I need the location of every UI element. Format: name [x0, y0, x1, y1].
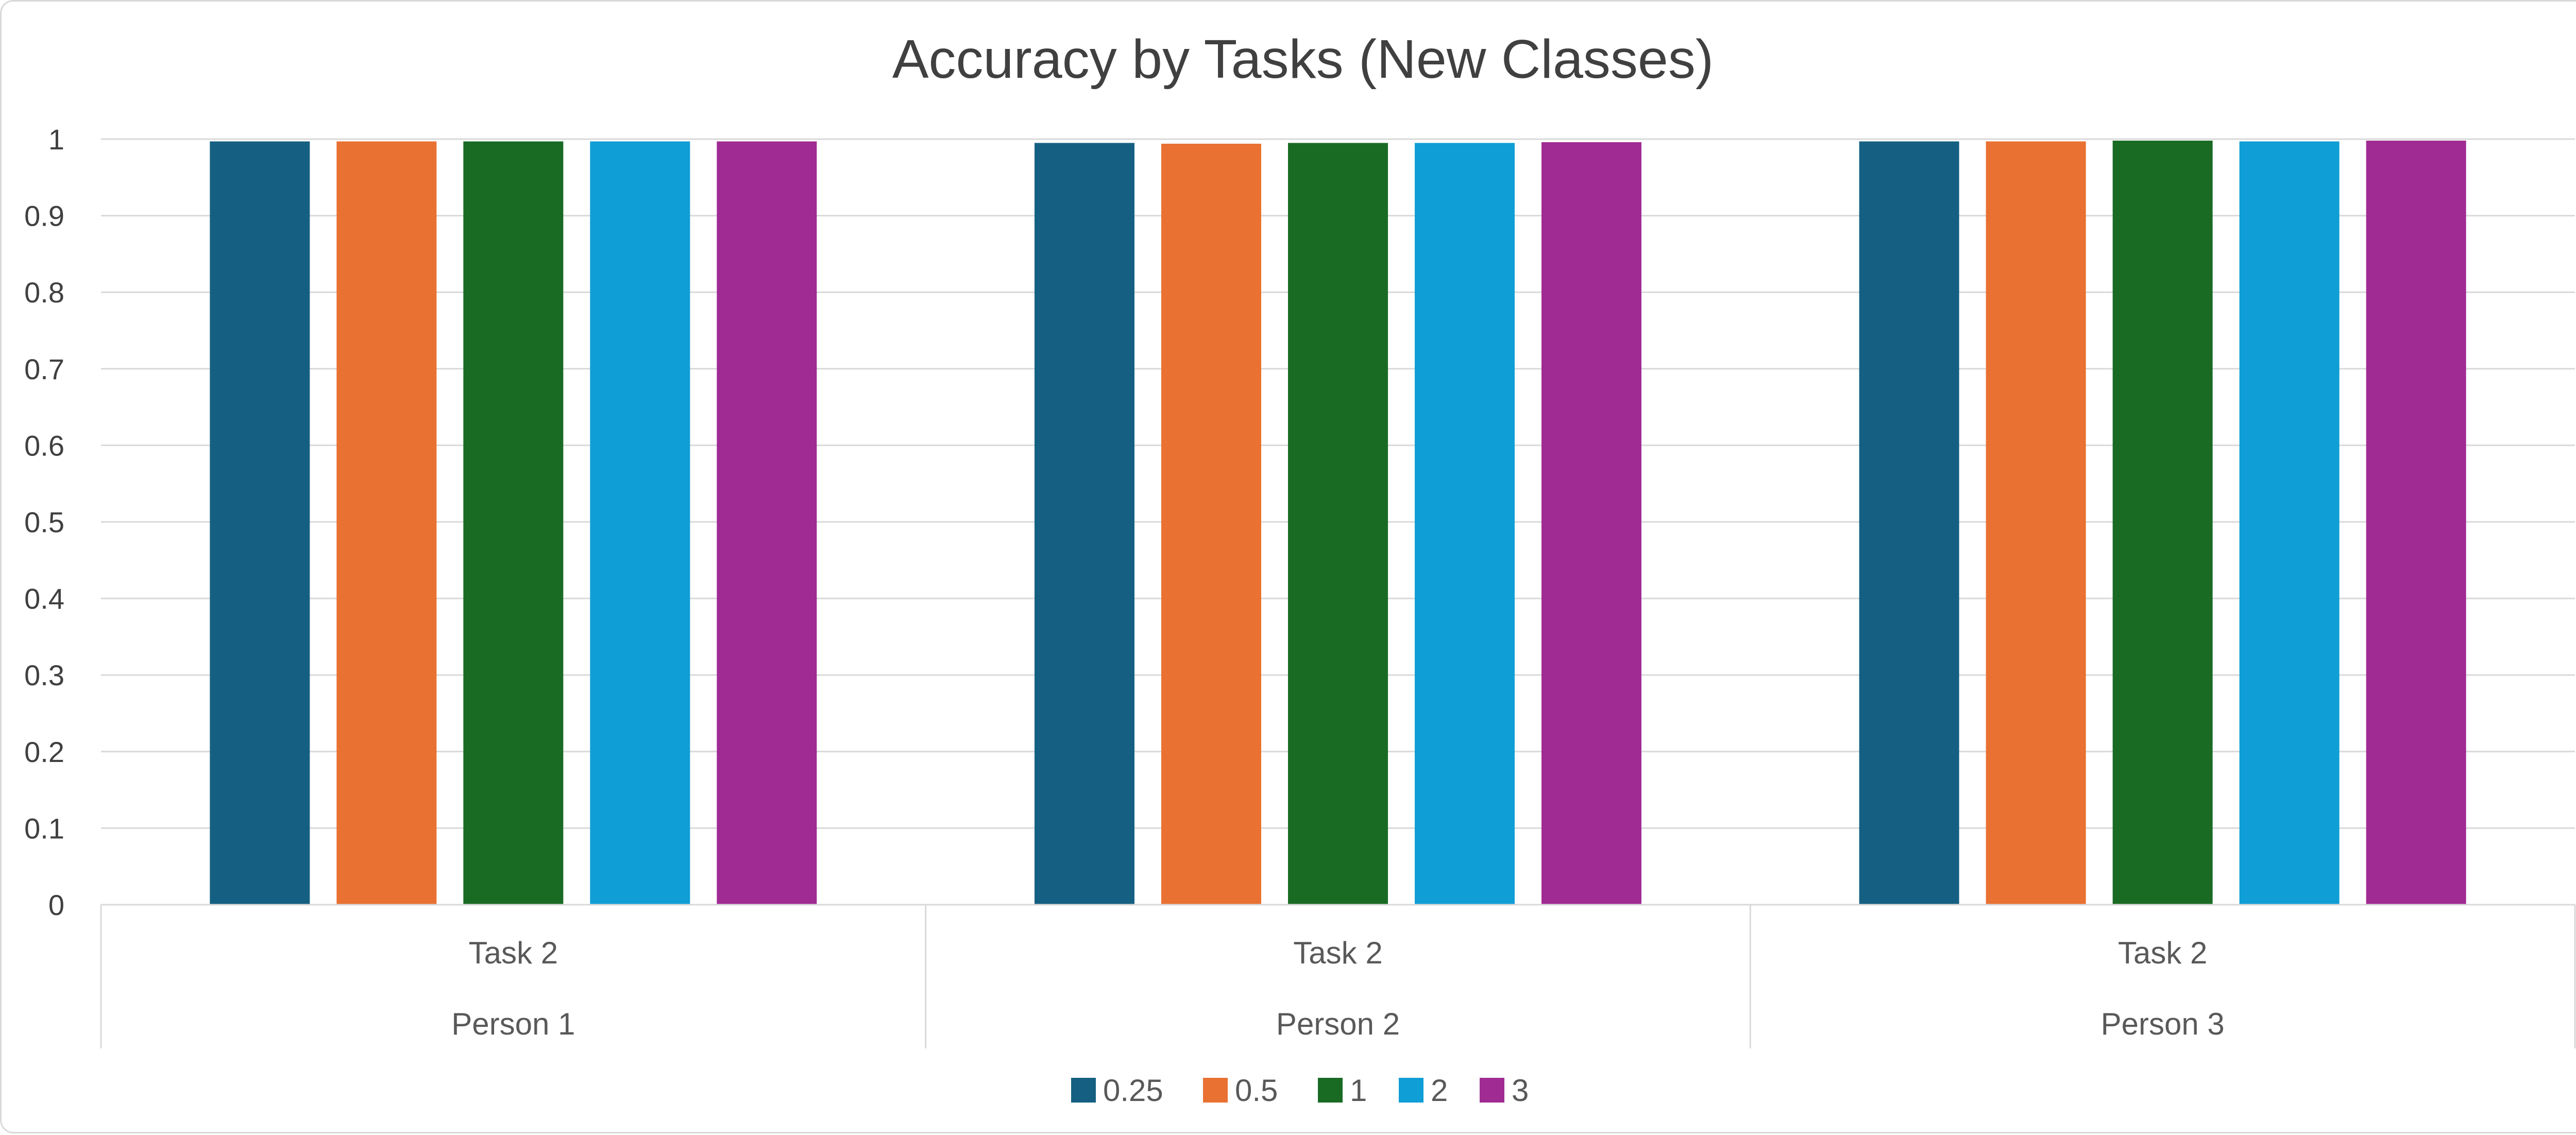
y-tick-label: 0.8 — [24, 276, 64, 309]
bar — [1859, 141, 1959, 905]
y-tick-label: 0.7 — [24, 353, 64, 385]
legend-swatch — [1480, 1078, 1504, 1103]
legend-swatch — [1318, 1078, 1343, 1103]
bar — [1415, 143, 1515, 905]
bars — [210, 140, 2466, 905]
x-group-label: Person 3 — [2101, 1007, 2225, 1041]
bar — [463, 141, 564, 905]
x-group-label: Person 1 — [451, 1007, 575, 1041]
bar — [210, 141, 310, 905]
legend: 0.25 0.5 1 2 3 — [1071, 1073, 1529, 1108]
chart-title: Accuracy by Tasks (New Classes) — [892, 29, 1714, 90]
x-group-label: Person 2 — [1276, 1007, 1400, 1041]
y-tick-label: 0 — [48, 889, 64, 921]
bar — [1288, 143, 1388, 905]
legend-label: 1 — [1350, 1073, 1367, 1108]
bar — [2239, 141, 2340, 905]
y-axis: 0 0.1 0.2 0.3 0.4 0.5 0.6 0.7 0.8 0.9 1 — [24, 123, 64, 921]
bar — [2366, 140, 2466, 905]
legend-label: 2 — [1431, 1073, 1448, 1108]
x-tick-label: Task 2 — [1293, 936, 1382, 970]
bar — [336, 141, 437, 905]
bar — [1035, 143, 1134, 905]
y-tick-label: 0.6 — [24, 429, 64, 462]
legend-label: 0.25 — [1103, 1073, 1163, 1108]
bar — [2112, 140, 2213, 905]
y-tick-label: 0.4 — [24, 583, 64, 615]
y-tick-label: 1 — [48, 123, 64, 156]
x-axis: Task 2 Person 1 Task 2 Person 2 Task 2 Person… — [100, 904, 2576, 1048]
legend-swatch — [1399, 1078, 1423, 1103]
bar — [1161, 143, 1261, 905]
legend-label: 0.5 — [1235, 1073, 1278, 1108]
y-tick-label: 0.2 — [24, 736, 64, 768]
legend-label: 3 — [1512, 1073, 1529, 1108]
bar — [1541, 142, 1641, 905]
y-tick-label: 0.3 — [24, 659, 64, 691]
x-tick-label: Task 2 — [2118, 936, 2207, 970]
legend-swatch — [1203, 1078, 1228, 1103]
bar — [1986, 141, 2086, 905]
y-tick-label: 0.5 — [24, 506, 64, 538]
bar — [717, 141, 817, 905]
y-tick-label: 0.9 — [24, 200, 64, 232]
x-tick-label: Task 2 — [469, 936, 558, 970]
y-tick-label: 0.1 — [24, 812, 64, 844]
bar — [590, 141, 690, 905]
legend-swatch — [1071, 1078, 1096, 1103]
